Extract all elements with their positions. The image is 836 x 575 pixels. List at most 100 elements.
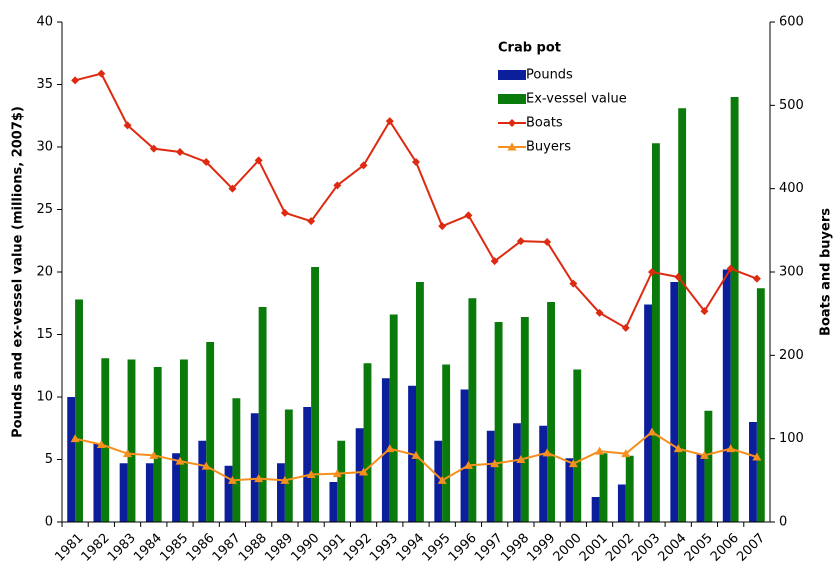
line-marker <box>595 308 604 317</box>
line-marker <box>543 238 552 246</box>
x-tick-label: 1991 <box>315 531 349 565</box>
x-tick-label: 1998 <box>498 531 532 565</box>
line-marker <box>333 181 342 190</box>
bar <box>258 307 267 522</box>
y2-tick-label: 600 <box>779 15 804 30</box>
legend-label: Ex-vessel value <box>526 92 627 107</box>
bar <box>363 363 372 522</box>
bar <box>722 269 731 522</box>
line-marker <box>673 444 683 453</box>
line-marker <box>385 117 394 126</box>
x-tick-label: 1985 <box>157 531 191 565</box>
line-marker <box>648 268 656 276</box>
bar <box>303 407 312 522</box>
y2-tick-label: 300 <box>779 265 804 280</box>
x-tick-label: 1987 <box>210 531 244 565</box>
y2-tick-label: 100 <box>779 431 804 446</box>
line-marker <box>464 211 473 220</box>
line-marker <box>97 69 106 78</box>
legend-swatch <box>498 70 526 80</box>
line-marker <box>438 222 447 231</box>
bar <box>520 317 529 522</box>
line-marker <box>70 434 80 443</box>
legend-swatch <box>498 94 526 104</box>
line-marker <box>569 279 578 288</box>
line-marker <box>149 450 159 459</box>
x-tick-label: 2004 <box>656 531 690 565</box>
line-marker <box>752 452 762 461</box>
line-marker <box>595 446 605 455</box>
bar <box>153 367 162 522</box>
line-marker <box>411 450 421 459</box>
bar <box>119 463 128 522</box>
line-marker <box>726 444 736 453</box>
line-marker <box>71 76 80 85</box>
y-tick-label: 20 <box>36 265 53 280</box>
x-tick-label: 1993 <box>367 531 401 565</box>
x-tick-label: 1996 <box>446 531 480 565</box>
line-marker <box>507 142 517 151</box>
line-marker <box>699 450 709 459</box>
x-tick-label: 2000 <box>551 531 585 565</box>
bar <box>381 378 390 522</box>
line-marker <box>490 459 500 468</box>
line-marker <box>674 273 683 281</box>
line-marker <box>490 257 499 266</box>
bar <box>468 298 477 522</box>
bar <box>277 463 285 522</box>
y-tick-label: 15 <box>36 327 53 342</box>
x-tick-label: 1981 <box>52 531 86 565</box>
x-tick-label: 1995 <box>420 531 454 565</box>
line-marker <box>412 158 420 166</box>
bar <box>513 423 521 522</box>
bar <box>547 302 555 522</box>
y-tick-label: 30 <box>36 140 53 155</box>
bar <box>93 443 102 522</box>
bar <box>206 342 215 522</box>
line-marker <box>542 448 552 457</box>
bar <box>573 369 582 522</box>
x-tick-label: 1989 <box>262 531 296 565</box>
bar <box>172 453 180 522</box>
x-tick-label: 1984 <box>131 531 165 565</box>
bar <box>67 397 76 522</box>
x-tick-label: 1990 <box>288 531 322 565</box>
line-marker <box>175 456 185 465</box>
line-marker <box>306 470 316 478</box>
bar <box>670 282 679 522</box>
bar <box>625 455 634 522</box>
bar <box>539 425 548 522</box>
line-marker <box>647 427 657 436</box>
line-marker <box>463 460 473 469</box>
bar <box>486 430 495 522</box>
bar <box>730 97 739 522</box>
bar <box>101 358 110 522</box>
bar <box>389 314 398 522</box>
line-marker <box>96 440 106 448</box>
line-marker <box>726 264 735 273</box>
line-marker <box>280 208 289 217</box>
bar <box>617 484 626 522</box>
legend-label: Boats <box>526 116 563 131</box>
line-marker <box>202 158 211 166</box>
line-marker <box>123 449 133 458</box>
bar <box>704 410 713 522</box>
y-tick-label: 10 <box>36 390 53 405</box>
line-marker <box>280 475 290 484</box>
line-marker <box>307 217 316 226</box>
y-axis-label: Pounds and ex-vessel value (millions, 20… <box>11 106 26 438</box>
bar <box>416 282 424 522</box>
y2-tick-label: 500 <box>779 98 804 113</box>
bar <box>127 359 136 522</box>
line-marker <box>437 475 447 484</box>
bar <box>434 440 443 522</box>
line-marker <box>385 444 395 453</box>
bar <box>460 389 469 522</box>
bar <box>250 413 259 522</box>
y2-tick-label: 200 <box>779 348 804 363</box>
bar <box>145 463 154 522</box>
line-marker <box>359 161 368 170</box>
legend-label: Pounds <box>526 68 573 83</box>
bar <box>198 440 207 522</box>
